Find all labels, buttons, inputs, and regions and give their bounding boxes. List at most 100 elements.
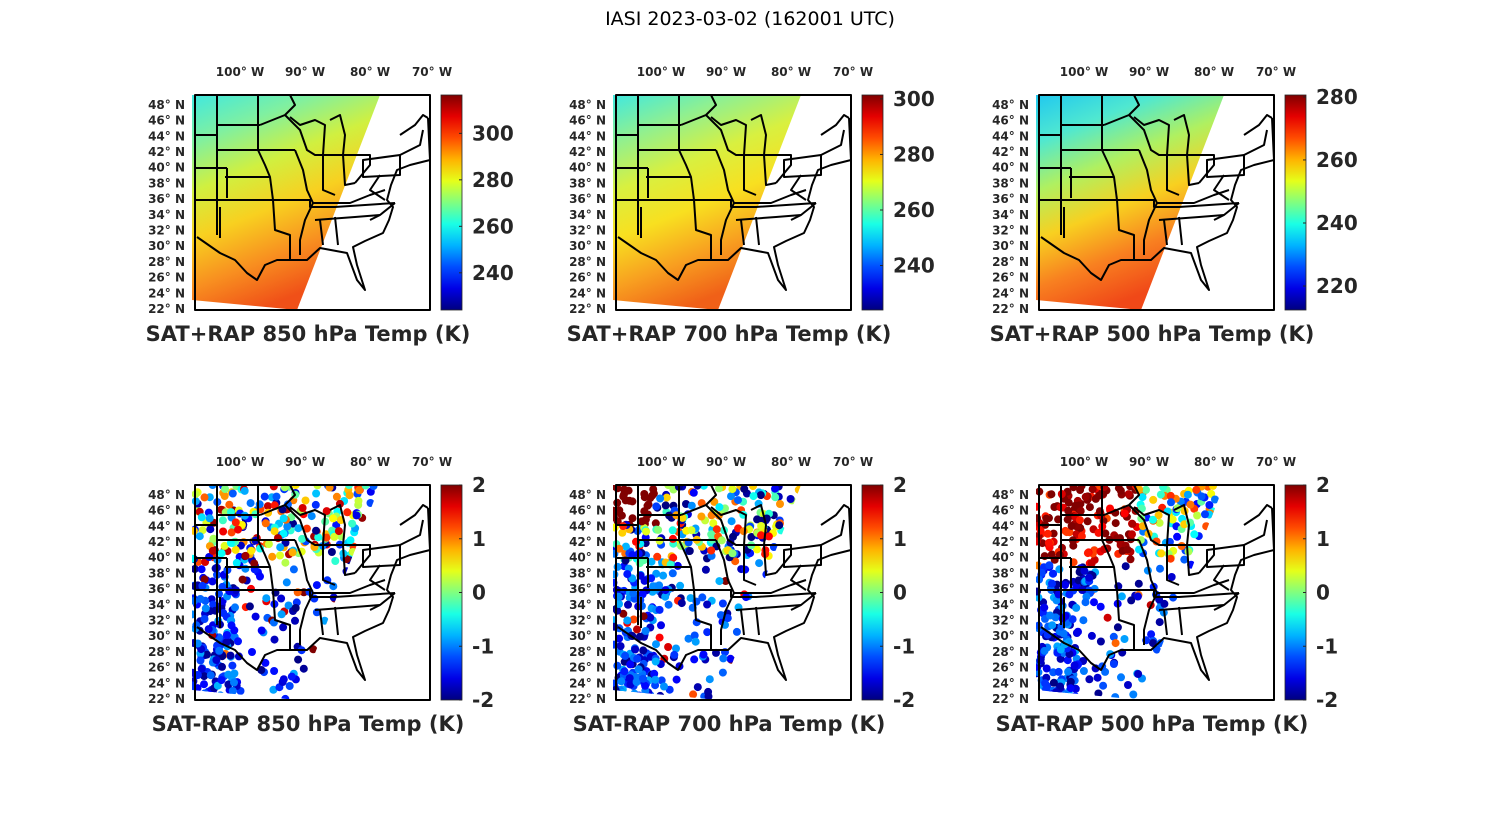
- colorbar: [1284, 94, 1307, 311]
- data-point: [197, 513, 206, 522]
- data-point: [1166, 554, 1175, 563]
- data-point: [662, 493, 671, 502]
- data-point: [732, 627, 741, 636]
- data-point: [1094, 528, 1103, 537]
- data-point: [626, 660, 635, 669]
- data-point: [1063, 656, 1072, 665]
- data-point: [369, 485, 378, 491]
- data-point: [624, 600, 632, 609]
- data-point: [654, 525, 663, 534]
- data-point: [715, 485, 723, 493]
- data-point: [1040, 646, 1049, 655]
- data-point: [628, 497, 637, 506]
- data-point: [621, 496, 630, 505]
- data-point: [633, 654, 642, 663]
- data-point: [200, 493, 209, 502]
- data-point: [298, 504, 307, 512]
- data-point: [247, 546, 256, 555]
- map-svg: 100° W 90° W 80° W 70° W 48° N 46° N44° N 42° …: [992, 455, 1338, 736]
- data-point: [718, 599, 727, 608]
- data-point: [646, 613, 655, 622]
- data-point: [279, 514, 288, 523]
- latitude-label: 40° N: [148, 551, 185, 565]
- latitude-label: 26° N: [569, 661, 606, 675]
- data-point: [299, 664, 308, 673]
- colorbar-tick-label: 240: [472, 261, 514, 285]
- panel-title: SAT-RAP 500 hPa Temp (K): [996, 712, 1309, 736]
- data-point: [287, 672, 296, 681]
- data-point: [270, 527, 279, 536]
- data-point: [1085, 675, 1094, 684]
- data-point: [715, 503, 724, 512]
- data-point: [1157, 549, 1166, 558]
- data-point: [220, 541, 229, 550]
- data-point: [1094, 689, 1103, 698]
- latitude-label: 26° N: [148, 271, 185, 285]
- data-point: [664, 643, 673, 651]
- map-axes: [192, 94, 431, 311]
- data-point: [312, 581, 321, 590]
- temperature-swath: [613, 95, 801, 310]
- data-point: [1154, 511, 1163, 520]
- data-point: [723, 614, 732, 623]
- data-point: [661, 501, 670, 510]
- longitude-label: 100° W: [1060, 65, 1108, 79]
- data-point: [672, 675, 681, 684]
- data-point: [1043, 529, 1052, 538]
- data-point: [329, 514, 338, 523]
- latitude-label: 42° N: [148, 535, 185, 549]
- data-point: [749, 485, 757, 491]
- latitude-label: 40° N: [569, 161, 606, 175]
- data-point: [1052, 596, 1061, 605]
- data-point: [749, 492, 758, 501]
- latitude-label: 24° N: [148, 286, 185, 300]
- data-point: [230, 678, 238, 687]
- latitude-label: 30° N: [148, 239, 185, 253]
- latitude-label: 22° N: [569, 302, 606, 316]
- data-point: [228, 661, 237, 670]
- latitude-label: 46° N: [148, 504, 185, 518]
- data-point: [660, 682, 668, 691]
- temperature-swath: [192, 95, 380, 310]
- data-point: [231, 518, 240, 527]
- data-point: [1049, 529, 1058, 538]
- data-point: [281, 558, 290, 567]
- data-point: [1113, 534, 1122, 543]
- data-point: [1088, 485, 1097, 494]
- data-point: [211, 564, 220, 573]
- data-point: [717, 536, 726, 545]
- data-point: [1085, 503, 1094, 512]
- colorbar-tick-label: 280: [1316, 85, 1358, 109]
- data-point: [693, 683, 702, 692]
- colorbar-tick-label: 220: [1316, 274, 1358, 298]
- data-point: [757, 531, 765, 540]
- data-point: [314, 533, 323, 542]
- data-point: [264, 540, 273, 549]
- colorbar-tick-label: 0: [1316, 581, 1330, 605]
- data-point: [634, 665, 643, 674]
- data-point: [632, 678, 641, 687]
- data-point: [705, 675, 714, 684]
- latitude-label: 46° N: [569, 114, 606, 128]
- data-point: [639, 674, 648, 683]
- data-point: [664, 600, 673, 609]
- data-point: [238, 575, 247, 584]
- data-point: [1042, 514, 1051, 523]
- temperature-swath: [1036, 95, 1224, 310]
- data-point: [1076, 486, 1085, 494]
- data-point: [1201, 510, 1209, 519]
- data-point: [228, 489, 237, 498]
- data-point: [289, 565, 298, 574]
- data-point: [619, 522, 628, 531]
- latitude-label: 48° N: [992, 488, 1029, 502]
- latitude-label: 44° N: [992, 129, 1029, 143]
- latitude-label: 44° N: [992, 519, 1029, 533]
- longitude-label: 70° W: [833, 455, 873, 469]
- data-point: [1193, 511, 1202, 520]
- data-point: [689, 690, 698, 699]
- panel-title: SAT-RAP 850 hPa Temp (K): [152, 712, 465, 736]
- data-point: [668, 526, 677, 535]
- data-point: [217, 549, 226, 558]
- latitude-label: 40° N: [992, 161, 1029, 175]
- data-point: [625, 674, 634, 683]
